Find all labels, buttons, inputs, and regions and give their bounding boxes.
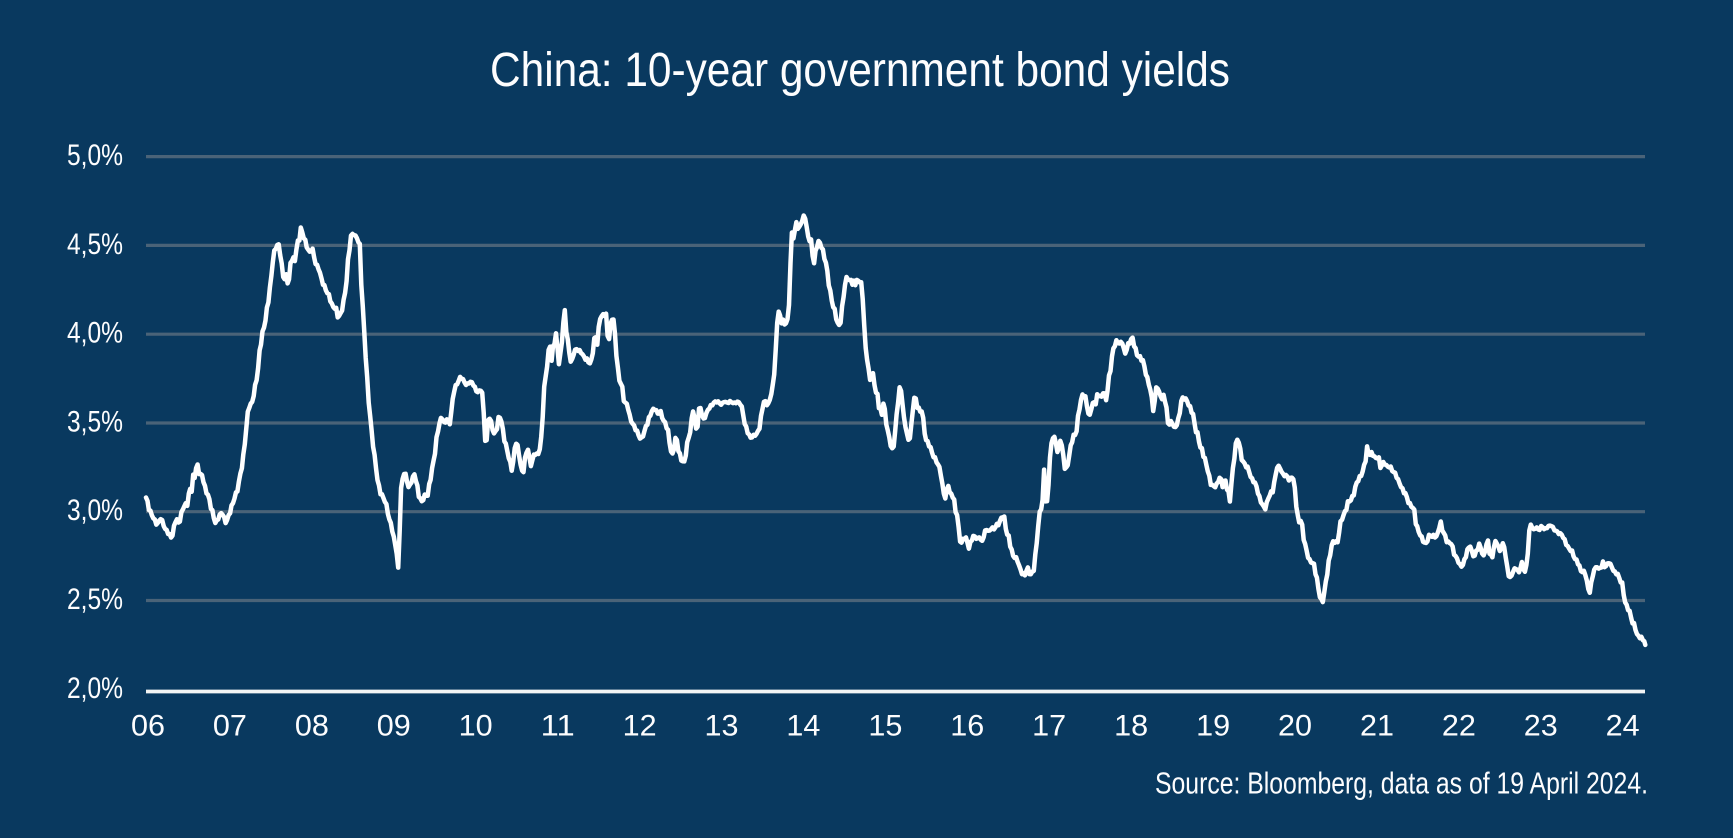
svg-text:2,5%: 2,5%: [67, 583, 123, 616]
svg-text:17: 17: [1032, 710, 1066, 743]
svg-text:24: 24: [1606, 710, 1640, 743]
svg-text:21: 21: [1360, 710, 1394, 743]
svg-text:5,0%: 5,0%: [67, 139, 123, 172]
svg-text:13: 13: [705, 710, 739, 743]
svg-text:11: 11: [541, 710, 575, 743]
svg-text:10: 10: [459, 710, 493, 743]
svg-text:3,0%: 3,0%: [67, 494, 123, 527]
svg-text:08: 08: [295, 710, 329, 743]
svg-text:China: 10-year government bond: China: 10-year government bond yields: [490, 44, 1230, 97]
svg-text:18: 18: [1114, 710, 1148, 743]
svg-text:14: 14: [786, 710, 820, 743]
svg-text:23: 23: [1524, 710, 1558, 743]
svg-text:06: 06: [131, 710, 165, 743]
svg-text:22: 22: [1442, 710, 1476, 743]
svg-text:07: 07: [213, 710, 247, 743]
svg-text:19: 19: [1196, 710, 1230, 743]
svg-text:15: 15: [868, 710, 902, 743]
svg-text:16: 16: [950, 710, 984, 743]
svg-text:4,0%: 4,0%: [67, 317, 123, 350]
svg-text:12: 12: [623, 710, 657, 743]
svg-text:3,5%: 3,5%: [67, 406, 123, 439]
svg-text:2,0%: 2,0%: [67, 672, 123, 705]
svg-text:4,5%: 4,5%: [67, 228, 123, 261]
svg-text:09: 09: [377, 710, 411, 743]
svg-text:Source: Bloomberg, data as of: Source: Bloomberg, data as of 19 April 2…: [1155, 766, 1648, 801]
svg-text:20: 20: [1278, 710, 1312, 743]
